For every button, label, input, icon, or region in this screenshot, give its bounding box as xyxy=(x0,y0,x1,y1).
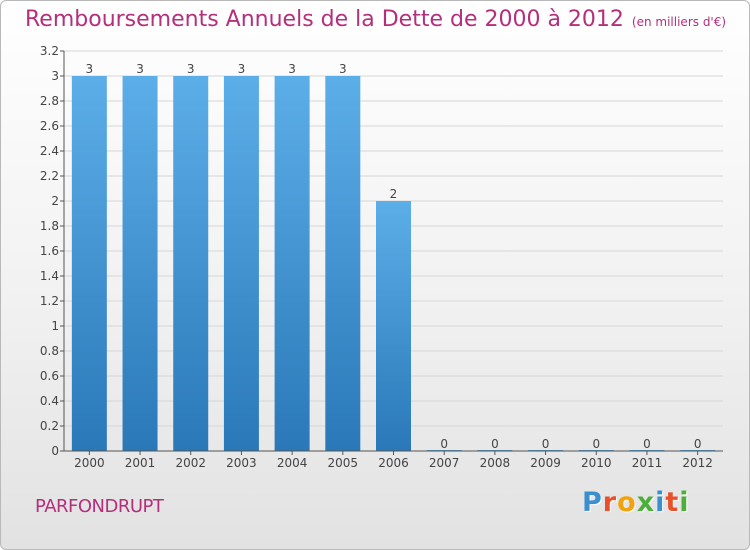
data-label: 3 xyxy=(187,62,195,76)
data-label: 3 xyxy=(339,62,347,76)
chart-title-text: Remboursements Annuels de la Dette de 20… xyxy=(25,7,624,32)
y-tick-label: 0.8 xyxy=(40,344,59,358)
y-tick-label: 1 xyxy=(51,319,59,333)
y-tick-label: 2.6 xyxy=(40,119,59,133)
y-tick-label: 1.4 xyxy=(40,269,59,283)
x-tick-label: 2006 xyxy=(378,456,409,470)
bars xyxy=(71,76,716,451)
y-tick-label: 2 xyxy=(51,194,59,208)
axes xyxy=(60,50,723,455)
x-tick-label: 2011 xyxy=(632,456,663,470)
x-tick-label: 2000 xyxy=(74,456,105,470)
y-tick-label: 0.4 xyxy=(40,394,59,408)
x-tick-label: 2007 xyxy=(429,456,460,470)
chart-subtitle: (en milliers d'€) xyxy=(631,15,727,29)
bar xyxy=(376,201,411,451)
data-label: 3 xyxy=(238,62,246,76)
x-tick-label: 2009 xyxy=(530,456,561,470)
x-tick-label: 2005 xyxy=(328,456,359,470)
x-tick-label: 2008 xyxy=(480,456,511,470)
data-label: 2 xyxy=(390,187,398,201)
bar xyxy=(173,76,209,451)
data-label: 3 xyxy=(136,62,144,76)
logo-letter: i xyxy=(679,487,690,518)
x-tick-label: 2004 xyxy=(277,456,308,470)
y-tick-label: 2.8 xyxy=(40,94,59,108)
y-tick-label: 2.2 xyxy=(40,169,59,183)
logo-letter: i xyxy=(655,487,666,518)
data-label: 0 xyxy=(542,437,550,451)
bar xyxy=(122,76,158,451)
data-label: 3 xyxy=(288,62,296,76)
y-tick-label: 3 xyxy=(51,69,59,83)
bar xyxy=(325,76,361,451)
bar xyxy=(274,76,310,451)
labels: 0 0.2 0.4 0.6 0.8 1 1.2 1.4 1.6 1.8 2 2.2 2.4 2.6 2.8 3… xyxy=(40,44,713,470)
y-tick-label: 1.8 xyxy=(40,219,59,233)
data-label: 0 xyxy=(592,437,600,451)
chart-title: Remboursements Annuels de la Dette de 20… xyxy=(25,7,726,32)
data-label: 0 xyxy=(694,437,702,451)
proxiti-logo: Proxiti xyxy=(582,487,690,518)
y-tick-label: 3.2 xyxy=(40,44,59,58)
logo-letter: P xyxy=(582,487,603,518)
y-tick-label: 0 xyxy=(51,444,59,458)
y-tick-label: 2.4 xyxy=(40,144,59,158)
x-tick-label: 2010 xyxy=(581,456,612,470)
logo-letter: o xyxy=(617,487,637,518)
commune-name: PARFONDRUPT xyxy=(35,496,164,517)
bar xyxy=(71,76,107,451)
y-tick-label: 0.6 xyxy=(40,369,59,383)
x-tick-label: 2001 xyxy=(125,456,156,470)
bar xyxy=(223,76,259,451)
x-tick-label: 2012 xyxy=(682,456,713,470)
y-tick-label: 1.2 xyxy=(40,294,59,308)
y-tick-label: 0.2 xyxy=(40,419,59,433)
data-label: 0 xyxy=(491,437,499,451)
x-tick-label: 2003 xyxy=(226,456,257,470)
data-label: 3 xyxy=(86,62,94,76)
y-tick-label: 1.6 xyxy=(40,244,59,258)
logo-letter: t xyxy=(665,487,680,518)
logo-letter: x xyxy=(636,487,656,518)
logo-letter: r xyxy=(602,487,618,518)
data-label: 0 xyxy=(643,437,651,451)
x-tick-label: 2002 xyxy=(175,456,206,470)
data-label: 0 xyxy=(440,437,448,451)
